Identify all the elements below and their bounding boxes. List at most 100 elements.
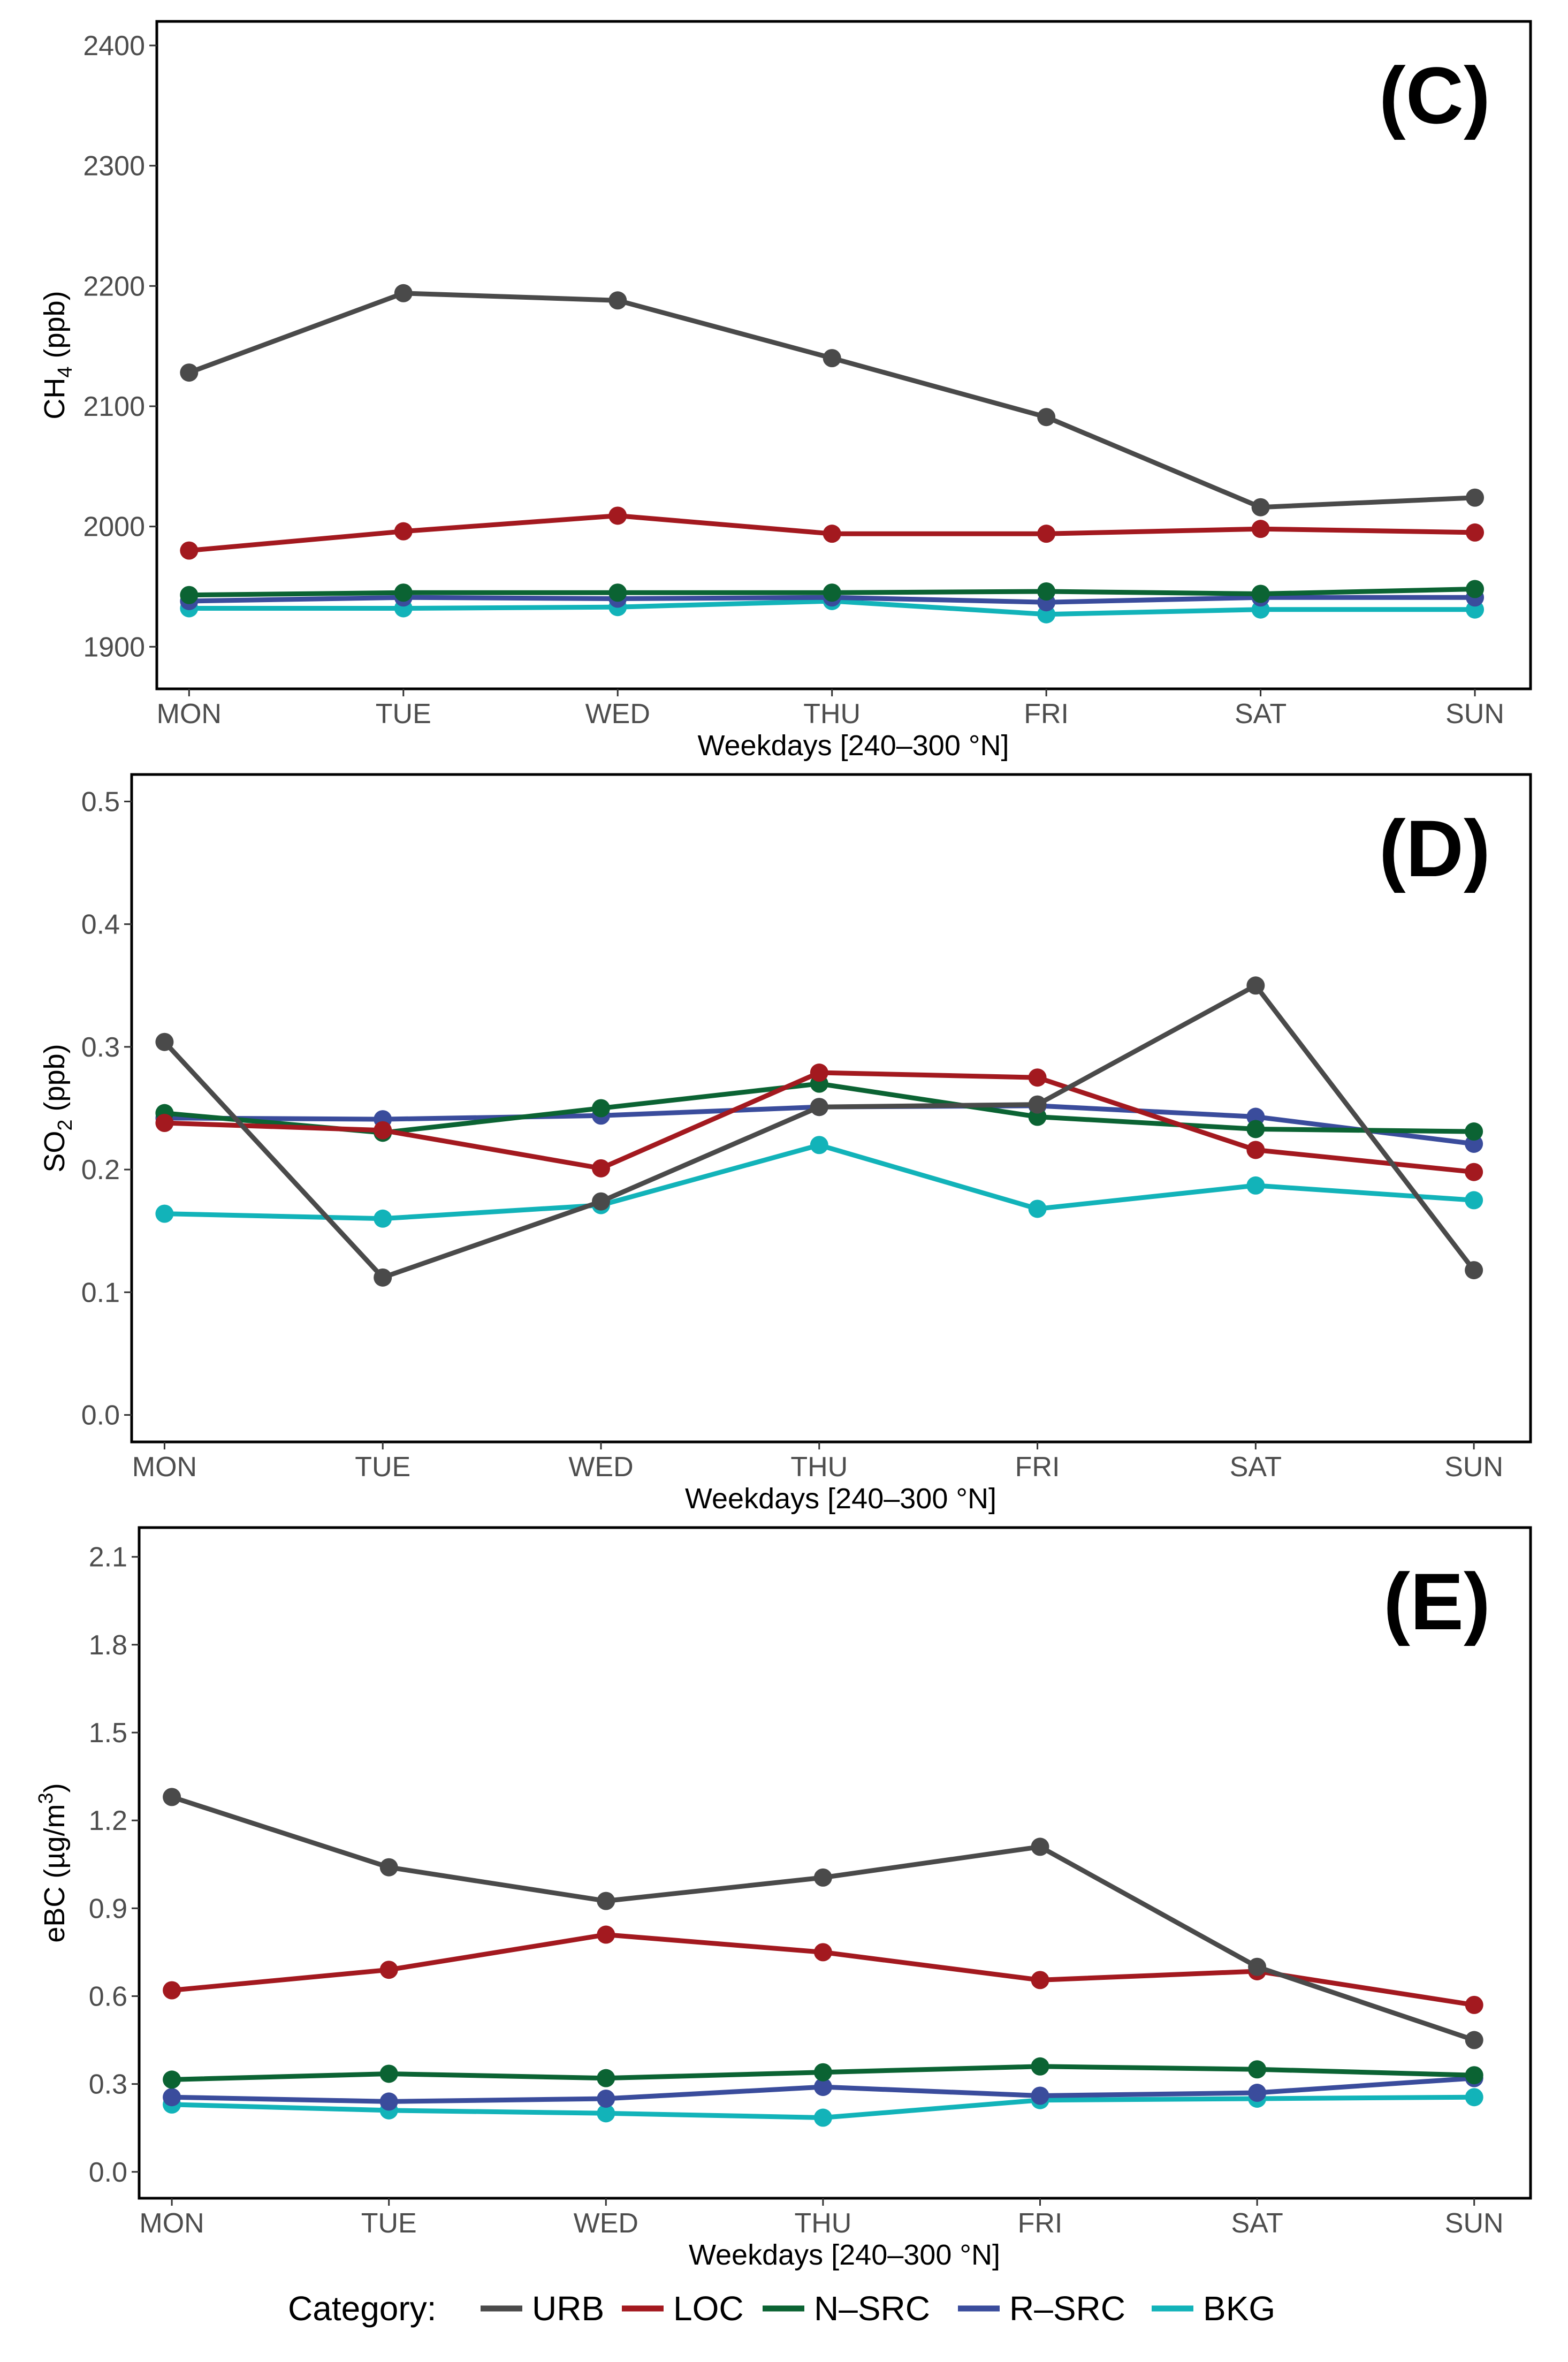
y-tick-label: 2300 [83,151,145,182]
data-point-loc [1466,523,1485,542]
series-loc [180,506,1485,560]
x-axis-title: Weekdays [240–300 °N] [689,2239,1000,2271]
y-tick-label: 2100 [83,391,145,422]
data-point-loc [1465,1163,1483,1181]
data-point-loc [1465,1995,1483,2014]
x-tick-label: WED [574,2208,638,2239]
data-point-bkg [597,2104,615,2123]
y-axis-title: SO2 (ppb) [39,1044,77,1172]
y-tick-label: 0.5 [81,786,120,817]
y-tick-label: 0.0 [89,2157,127,2188]
data-point-bkg [1465,2088,1483,2107]
x-tick-label: THU [794,2208,851,2239]
chart-panel-1: 0.0 0.1 0.2 0.3 0.4 0.5 MON TUE WED THU FRI SAT SUN W… [39,773,1532,1515]
data-point-loc [810,1064,828,1082]
y-axis-title-unit: (ppb) [39,1044,71,1119]
y-axis-title-unit: (ppb) [39,291,71,366]
data-point-loc [608,506,627,525]
data-point-n-src [180,586,199,604]
data-point-urb [1251,498,1270,517]
data-point-urb [180,363,199,382]
data-point-r-src [379,2092,398,2111]
data-point-loc [1246,1141,1265,1159]
data-point-urb [1465,2031,1483,2049]
plot-frame [138,1526,1532,2200]
x-tick-label: MON [139,2208,204,2239]
y-axis-title: eBC (µg/m3) [35,1783,71,1942]
data-point-r-src [813,2078,832,2097]
panel-label: (C) [1379,50,1490,140]
data-point-n-src [1246,1120,1265,1138]
data-point-loc [1028,1068,1047,1087]
x-tick-label: FRI [1018,2208,1063,2239]
series-urb [180,284,1485,517]
data-point-urb [823,349,841,368]
legend-title: Category: [288,2289,436,2328]
series-n-src [180,580,1485,604]
y-axis-title-subscript: 4 [54,366,77,377]
y-tick-label: 0.1 [81,1277,120,1308]
y-axis-title-main: SO [39,1131,71,1173]
y-tick-label: 1.5 [89,1718,127,1749]
x-tick-label: SUN [1445,2208,1504,2239]
x-tick-label: SAT [1235,698,1287,730]
legend-label-r-src: R–SRC [1009,2289,1125,2328]
plot-frame [130,773,1532,1444]
x-tick-label: TUE [361,2208,417,2239]
data-point-loc [163,1981,181,2000]
data-point-n-src [394,583,413,602]
data-point-n-src [379,2064,398,2083]
data-point-n-src [823,583,841,602]
x-tick-label: TUE [376,698,431,730]
series-loc [155,1064,1483,1181]
data-point-urb [374,1268,392,1287]
y-tick-label: 0.6 [89,1981,127,2012]
data-point-loc [597,1925,615,1944]
data-point-loc [379,1961,398,1979]
panel-label: (D) [1379,803,1490,893]
y-tick-label: 2200 [83,271,145,302]
x-axis-title: Weekdays [240–300 °N] [685,1483,996,1515]
data-point-loc [1031,1971,1049,1989]
data-point-n-src [608,583,627,602]
series-n-src [163,2057,1483,2089]
x-tick-label: SUN [1444,1452,1503,1483]
x-tick-label: THU [790,1452,848,1483]
data-point-urb [1465,1261,1483,1280]
data-point-bkg [810,1136,828,1155]
x-axis-title: Weekdays [240–300 °N] [698,730,1009,762]
data-point-n-src [1248,2060,1267,2079]
x-tick-label: FRI [1015,1452,1060,1483]
data-point-urb [591,1192,610,1211]
data-point-bkg [813,2108,832,2127]
x-tick-label: FRI [1024,698,1069,730]
data-point-bkg [155,1204,174,1223]
data-point-loc [591,1159,610,1178]
data-point-urb [163,1788,181,1806]
x-tick-label: MON [157,698,222,730]
legend-label-n-src: N–SRC [814,2289,930,2328]
data-point-n-src [163,2070,181,2089]
y-tick-label: 1.8 [89,1630,127,1661]
data-point-n-src [1465,1122,1483,1141]
data-point-r-src [1031,2086,1049,2105]
data-point-urb [810,1098,828,1117]
data-point-n-src [591,1099,610,1118]
data-point-urb [379,1858,398,1877]
y-axis-title-subscript: 2 [54,1119,77,1130]
y-tick-label: 2000 [83,512,145,543]
y-axis-title-main: eBC (µg/m [39,1804,71,1942]
data-point-loc [813,1943,832,1962]
data-point-n-src [1466,580,1485,598]
data-point-loc [823,525,841,543]
y-tick-label: 0.3 [81,1032,120,1063]
data-point-bkg [1465,1191,1483,1210]
data-point-r-src [597,2089,615,2108]
panel-label: (E) [1383,1556,1490,1646]
data-point-urb [1246,976,1265,995]
y-tick-label: 1900 [83,632,145,663]
x-tick-label: WED [585,698,650,730]
data-point-loc [394,522,413,541]
chart-panel-2: 0.0 0.3 0.6 0.9 1.2 1.5 1.8 2.1 MON TUE WED THU FRI S… [35,1526,1532,2271]
